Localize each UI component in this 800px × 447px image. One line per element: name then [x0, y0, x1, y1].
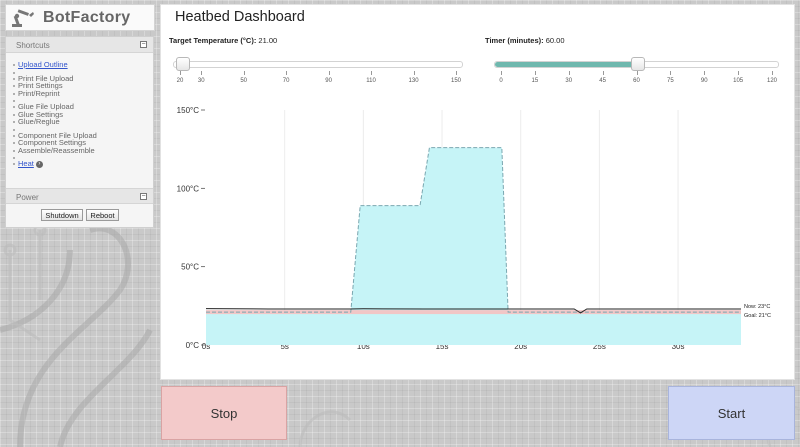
target-temp-tick: [286, 71, 288, 75]
x-tick-label: 15s: [436, 342, 449, 351]
y-tick-label: 50°C: [181, 263, 199, 272]
robot-arm-icon: [12, 9, 34, 27]
target-temp-tick: [456, 71, 457, 75]
target-temp-tick: [413, 71, 415, 75]
timer-tick: [772, 71, 773, 75]
timer-tick-label: 105: [733, 78, 744, 84]
sidebar-item-upload-outline[interactable]: Upload Outline: [13, 61, 97, 69]
target-temp-slider-handle[interactable]: [176, 57, 191, 71]
x-tick-label: 5s: [280, 342, 288, 351]
target-temp-tick: [371, 71, 373, 75]
target-temp-slider[interactable]: [173, 57, 463, 71]
timer-tick: [501, 71, 502, 75]
target-temp-label: Target Temperature (°C): 21.00: [169, 36, 278, 45]
target-temp-tick-label: 90: [325, 78, 332, 84]
reboot-button[interactable]: Reboot: [86, 209, 119, 221]
sidebar-item-assemble-reassemble[interactable]: Assemble/Reassemble: [13, 146, 97, 155]
divider: [13, 97, 97, 103]
start-button[interactable]: Start: [668, 386, 795, 440]
sidebar-item-heat[interactable]: Heat ›: [13, 160, 97, 168]
target-temp-tick: [180, 71, 181, 75]
now-line: [205, 308, 741, 314]
collapse-icon[interactable]: −: [140, 193, 147, 200]
temperature-chart: 0s 5s 10s 15s 20s 25s 30s 0°C 50°C 100°C 150°C Now:…: [177, 106, 771, 351]
timer-tick-label: 45: [599, 78, 606, 84]
timer-tick-label: 60: [633, 78, 640, 84]
shortcuts-header[interactable]: Shortcuts −: [6, 37, 153, 53]
app-name: BotFactory: [43, 9, 131, 26]
goal-line: [206, 147, 741, 313]
target-temp-scale: 20 30 50 70 90 110 130 150: [173, 71, 463, 85]
timer-tick-label: 120: [766, 78, 778, 84]
power-header[interactable]: Power −: [6, 188, 153, 204]
timer-tick-label: 30: [565, 78, 573, 84]
stop-button[interactable]: Stop: [161, 386, 287, 440]
x-tick-label: 25s: [593, 342, 606, 351]
timer-tick: [568, 71, 570, 75]
sidebar-item-glue-reglue[interactable]: Glue/Reglue: [13, 118, 97, 126]
timer-tick-label: 15: [531, 78, 539, 84]
sidebar-item-component-file-upload[interactable]: Component File Upload: [13, 131, 97, 140]
timer-label: Timer (minutes): 60.00: [485, 36, 565, 45]
target-temp-tick: [201, 71, 203, 75]
power-title: Power: [16, 193, 39, 202]
timer-tick-label: 90: [700, 78, 708, 84]
shortcuts-list: Upload Outline Print File Upload Print S…: [13, 61, 97, 168]
target-temp-tick-label: 150: [450, 78, 462, 84]
divider: [13, 126, 97, 132]
legend-goal: Goal: 21°C: [744, 313, 771, 319]
x-tick-label: 30s: [672, 342, 685, 351]
target-temp-tick-label: 30: [197, 78, 205, 84]
sidebar-item-glue-file-upload[interactable]: Glue File Upload: [13, 103, 97, 111]
timer-slider-handle[interactable]: [630, 57, 645, 71]
target-temp-tick-label: 20: [176, 78, 184, 84]
x-tick-label: 10s: [357, 342, 370, 351]
timer-tick: [738, 71, 740, 75]
target-temp-tick: [328, 71, 330, 75]
sidebar: Shortcuts − Upload Outline Print File Up…: [5, 36, 154, 228]
sidebar-item-glue-settings[interactable]: Glue Settings: [13, 110, 97, 119]
y-tick-label: 0°C: [186, 341, 200, 350]
target-temp-value: 21.00: [258, 36, 278, 45]
target-temp-tick: [243, 71, 245, 75]
target-temp-tick-label: 130: [408, 78, 419, 84]
timer-tick: [602, 71, 604, 75]
goal-band: [206, 310, 741, 315]
timer-tick-label: 0: [499, 78, 503, 84]
y-tick-label: 150°C: [177, 106, 200, 115]
timer-slider-fill: [495, 62, 638, 67]
x-tick-label: 20s: [514, 342, 527, 351]
timer-tick-label: 75: [667, 78, 674, 84]
page-title: Heatbed Dashboard: [175, 9, 305, 25]
collapse-icon[interactable]: −: [140, 41, 147, 48]
timer-tick: [704, 71, 706, 75]
sidebar-item-print-settings[interactable]: Print Settings: [13, 82, 97, 90]
legend-now: Now: 23°C: [744, 304, 770, 310]
target-temp-tick-label: 50: [240, 78, 248, 84]
timer-tick: [670, 71, 672, 75]
goal-area: [206, 147, 741, 345]
chevron-right-icon: ›: [35, 160, 43, 168]
shortcuts-title: Shortcuts: [16, 41, 50, 50]
sidebar-item-print-reprint[interactable]: Print/Reprint: [13, 89, 97, 98]
timer-value: 60.00: [545, 36, 565, 45]
shutdown-button[interactable]: Shutdown: [41, 209, 83, 221]
logo: BotFactory: [5, 4, 155, 31]
sidebar-item-print-file-upload[interactable]: Print File Upload: [13, 74, 97, 83]
sidebar-item-component-settings[interactable]: Component Settings: [13, 139, 97, 147]
timer-tick: [534, 71, 536, 75]
target-temp-tick-label: 70: [282, 78, 290, 84]
divider: [13, 69, 97, 75]
y-tick-label: 100°C: [177, 184, 200, 193]
timer-slider[interactable]: [494, 57, 779, 71]
divider: [13, 154, 97, 160]
heatbed-panel: Heatbed Dashboard Target Temperature (°C…: [160, 4, 795, 380]
x-tick-label: 0s: [202, 342, 210, 351]
timer-scale: 0 15 30 45 60 75 90 105 120: [494, 71, 779, 85]
target-temp-tick-label: 110: [366, 78, 376, 84]
timer-tick: [636, 71, 638, 75]
